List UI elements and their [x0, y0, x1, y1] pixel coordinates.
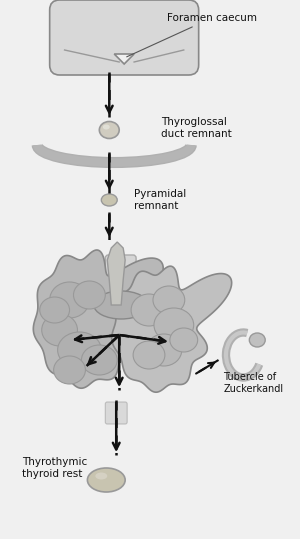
- Text: Thyroglossal
duct remnant: Thyroglossal duct remnant: [161, 117, 232, 139]
- Ellipse shape: [99, 121, 119, 139]
- Text: Thyrothymic
thyroid rest: Thyrothymic thyroid rest: [22, 457, 87, 479]
- Ellipse shape: [101, 194, 117, 206]
- Polygon shape: [114, 54, 134, 64]
- Ellipse shape: [146, 334, 182, 366]
- Ellipse shape: [95, 473, 107, 480]
- Ellipse shape: [154, 308, 194, 342]
- Ellipse shape: [42, 314, 77, 346]
- Ellipse shape: [87, 468, 125, 492]
- FancyBboxPatch shape: [105, 402, 127, 424]
- Polygon shape: [107, 242, 125, 305]
- FancyBboxPatch shape: [50, 0, 199, 75]
- Ellipse shape: [74, 10, 174, 60]
- Ellipse shape: [103, 125, 110, 129]
- Ellipse shape: [153, 286, 185, 314]
- Polygon shape: [33, 250, 163, 388]
- Ellipse shape: [170, 328, 198, 352]
- FancyBboxPatch shape: [105, 255, 136, 296]
- Ellipse shape: [94, 291, 148, 319]
- Text: Foramen caecum: Foramen caecum: [127, 13, 257, 57]
- Text: Tubercle of
Zuckerkandl: Tubercle of Zuckerkandl: [224, 372, 284, 395]
- Ellipse shape: [40, 297, 70, 323]
- Ellipse shape: [249, 333, 265, 347]
- Ellipse shape: [82, 345, 117, 375]
- Ellipse shape: [58, 332, 101, 368]
- Ellipse shape: [50, 282, 89, 318]
- Polygon shape: [112, 266, 232, 392]
- Text: Pyramidal
remnant: Pyramidal remnant: [134, 189, 186, 211]
- Ellipse shape: [54, 356, 85, 384]
- Ellipse shape: [133, 341, 165, 369]
- Ellipse shape: [74, 281, 105, 309]
- Ellipse shape: [131, 294, 167, 326]
